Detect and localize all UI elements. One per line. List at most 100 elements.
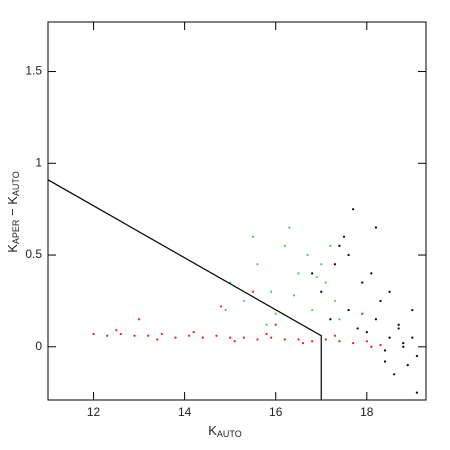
point <box>251 290 255 293</box>
x-tick-label: 12 <box>87 405 101 419</box>
point <box>397 327 400 330</box>
point <box>297 338 300 341</box>
point <box>292 294 296 297</box>
point <box>137 318 141 321</box>
point <box>324 281 327 284</box>
point <box>311 272 314 275</box>
point <box>265 332 268 336</box>
point <box>333 299 337 303</box>
point <box>352 208 355 211</box>
point <box>338 340 341 343</box>
point <box>329 318 332 321</box>
point <box>329 244 332 247</box>
point <box>361 281 364 284</box>
point <box>393 373 396 376</box>
axis-label-main: − K <box>5 196 20 220</box>
point <box>133 334 136 337</box>
point <box>365 340 368 343</box>
point <box>115 329 118 332</box>
point <box>288 226 291 229</box>
point <box>320 290 323 293</box>
point <box>311 340 314 343</box>
point <box>356 327 359 330</box>
point <box>219 305 223 308</box>
point <box>402 345 405 348</box>
point <box>306 253 309 257</box>
point <box>233 340 236 343</box>
point <box>297 272 300 275</box>
x-tick-label: 18 <box>360 405 374 419</box>
point <box>301 342 305 345</box>
point <box>92 332 95 336</box>
point <box>270 290 273 293</box>
point <box>388 290 391 293</box>
point <box>201 336 204 339</box>
axis-label: KAUTO <box>208 423 242 439</box>
selection-line <box>47 179 322 400</box>
point <box>411 336 414 339</box>
point <box>383 360 387 363</box>
point <box>374 226 378 229</box>
axis-label-sub: AUTO <box>11 171 21 196</box>
plot-frame <box>47 21 427 401</box>
point <box>383 349 387 352</box>
point <box>370 345 373 348</box>
point <box>333 334 337 337</box>
axis-label-main: K <box>208 423 217 438</box>
y-tick-label: 1.5 <box>25 64 42 78</box>
x-tick-label: 14 <box>178 405 192 419</box>
point <box>415 354 418 358</box>
point <box>338 244 341 247</box>
point <box>256 263 259 266</box>
axis-label-sub: APER <box>11 219 21 244</box>
point <box>274 323 277 326</box>
point <box>320 263 323 266</box>
axis-label: KAPER − KAUTO <box>5 171 21 253</box>
point <box>342 235 346 238</box>
point <box>361 312 364 315</box>
point <box>283 244 286 247</box>
y-tick-label: 0.5 <box>25 247 42 261</box>
y-tick-label: 0 <box>35 339 42 353</box>
point <box>324 338 327 341</box>
point <box>347 253 350 257</box>
point <box>370 272 373 275</box>
point <box>224 308 227 312</box>
point <box>156 338 159 341</box>
point <box>242 336 245 339</box>
y-tick-label: 1 <box>35 155 42 169</box>
point <box>242 299 245 303</box>
point <box>338 318 341 321</box>
point <box>251 235 255 238</box>
point <box>402 342 405 345</box>
point <box>397 323 400 326</box>
point <box>365 331 368 334</box>
point <box>229 336 232 339</box>
point <box>283 338 286 341</box>
axis-label-sub: AUTO <box>217 429 242 439</box>
axis-label-main: K <box>5 244 20 253</box>
point <box>388 336 391 339</box>
point <box>106 334 109 337</box>
point <box>265 323 268 326</box>
point <box>274 312 277 315</box>
x-tick-label: 16 <box>269 405 283 419</box>
point <box>411 308 414 312</box>
point <box>270 336 273 339</box>
point <box>311 308 314 312</box>
point <box>379 299 382 303</box>
point <box>174 336 177 339</box>
point <box>215 334 218 337</box>
point <box>147 334 150 337</box>
point <box>192 331 195 334</box>
point <box>374 318 378 321</box>
point <box>333 263 337 266</box>
point <box>406 364 409 367</box>
point <box>315 275 318 279</box>
point <box>415 391 418 394</box>
point <box>188 334 191 337</box>
point <box>256 338 259 341</box>
point <box>379 343 382 347</box>
point <box>119 332 122 336</box>
